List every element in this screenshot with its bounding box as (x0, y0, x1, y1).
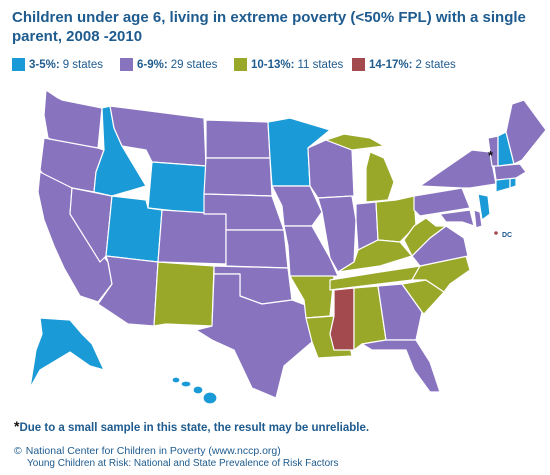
state-texas (195, 273, 313, 399)
state-hawaii (171, 376, 218, 405)
state-maine (505, 99, 547, 165)
legend: 3-5%: 9 states 6-9%: 29 states 10-13%: 1… (12, 58, 542, 74)
credit-org: National Center for Children in Poverty … (25, 445, 281, 457)
state-kansas (225, 229, 289, 269)
legend-item-6-9: 6-9%: 29 states (120, 58, 217, 71)
copyright-symbol: © (14, 445, 22, 457)
state-maryland (439, 209, 475, 227)
state-mississippi (329, 287, 355, 351)
state-massachusetts (493, 163, 527, 181)
state-south-dakota (203, 157, 273, 197)
credit-line-2: Young Children at Risk: National and Sta… (27, 458, 339, 469)
dc-marker (494, 231, 498, 235)
state-south-carolina (401, 279, 445, 315)
legend-item-3-5: 3-5%: 9 states (12, 58, 103, 71)
state-alaska (29, 317, 105, 389)
map-title: Children under age 6, living in extreme … (12, 9, 526, 45)
state-kentucky (337, 239, 413, 273)
footnote-star: * (14, 418, 20, 434)
credit-line-1: © National Center for Children in Poverty… (14, 445, 281, 457)
legend-count-3-5: 9 states (62, 58, 103, 71)
legend-swatch-10-13 (234, 58, 247, 71)
state-florida (361, 339, 441, 393)
legend-label-3-5: 3-5%: (29, 58, 60, 71)
state-colorado (157, 209, 227, 265)
legend-label-10-13: 10-13%: (251, 58, 295, 71)
footnote-text: Due to a small sample in this state, the… (19, 422, 370, 434)
footnote: *Due to a small sample in this state, th… (14, 418, 369, 434)
legend-item-14-17: 14-17%: 2 states (352, 58, 456, 71)
state-rhode-island (509, 177, 517, 189)
state-pennsylvania (413, 187, 471, 217)
legend-label-6-9: 6-9%: (137, 58, 168, 71)
state-new-jersey (477, 193, 491, 221)
state-west-virginia (403, 217, 447, 257)
legend-swatch-14-17 (352, 58, 365, 71)
state-georgia (377, 283, 423, 341)
state-michigan-lower (365, 151, 395, 203)
state-new-mexico (153, 261, 215, 327)
legend-count-6-9: 29 states (170, 58, 218, 71)
state-new-york (419, 149, 497, 189)
state-delaware (473, 209, 483, 229)
us-states-map: DC * (29, 89, 547, 405)
legend-label-14-17: 14-17%: (369, 58, 413, 71)
legend-swatch-6-9 (120, 58, 133, 71)
legend-swatch-3-5 (12, 58, 25, 71)
legend-item-10-13: 10-13%: 11 states (234, 58, 343, 71)
state-wyoming (147, 161, 207, 215)
state-michigan-upper (325, 133, 385, 151)
state-north-dakota (205, 119, 271, 159)
state-montana (109, 105, 207, 167)
dc-label: DC (502, 232, 512, 239)
legend-count-14-17: 2 states (415, 58, 456, 71)
legend-count-10-13: 11 states (297, 58, 344, 71)
unreliable-asterisk: * (488, 148, 494, 163)
